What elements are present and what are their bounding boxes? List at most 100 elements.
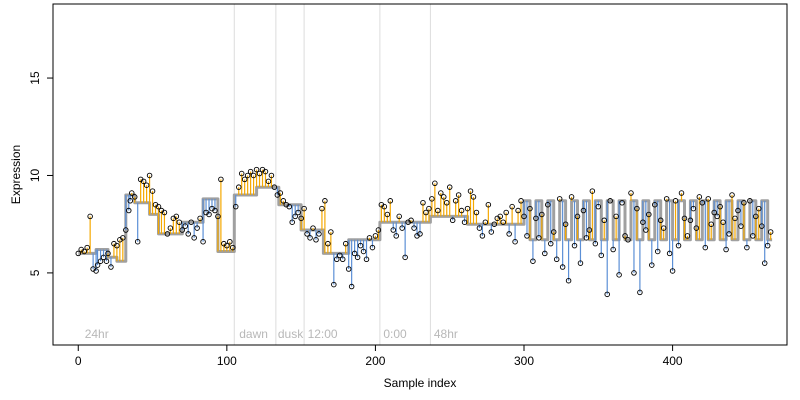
data-point xyxy=(628,190,634,196)
data-point xyxy=(711,209,717,216)
data-point xyxy=(390,227,397,233)
data-point xyxy=(613,213,619,220)
data-point xyxy=(455,192,462,198)
data-point xyxy=(690,205,697,212)
data-point xyxy=(756,205,762,212)
data-point xyxy=(399,225,405,231)
data-point xyxy=(467,188,474,194)
data-point xyxy=(744,244,750,251)
data-point xyxy=(693,225,700,231)
data-point xyxy=(571,242,578,249)
data-point xyxy=(313,237,319,243)
data-point xyxy=(604,291,610,298)
data-point xyxy=(506,231,512,237)
data-point xyxy=(194,225,200,231)
data-point xyxy=(301,205,307,212)
data-point xyxy=(366,235,373,241)
data-point xyxy=(146,172,153,179)
region-label: 12:00 xyxy=(308,327,338,341)
data-point xyxy=(191,235,197,241)
data-point xyxy=(256,170,263,177)
data-point xyxy=(652,201,658,208)
data-point xyxy=(681,215,688,222)
x-tick-label: 0 xyxy=(75,354,82,368)
data-point xyxy=(705,196,712,202)
data-point xyxy=(143,182,150,188)
data-point xyxy=(200,238,206,245)
data-point xyxy=(149,188,156,194)
data-point xyxy=(277,190,284,196)
data-point xyxy=(134,238,141,245)
y-axis-title: Expression xyxy=(9,145,23,204)
x-tick-label: 100 xyxy=(217,354,237,368)
data-point xyxy=(304,231,310,237)
data-point xyxy=(363,256,370,263)
data-point xyxy=(708,221,714,227)
region-lines xyxy=(233,4,431,345)
data-point xyxy=(218,176,224,183)
data-point xyxy=(515,207,521,214)
data-point xyxy=(342,240,349,247)
data-point xyxy=(250,172,257,179)
data-point xyxy=(461,219,468,225)
data-point xyxy=(420,200,426,206)
data-point xyxy=(310,225,316,231)
data-point xyxy=(521,213,527,220)
data-point xyxy=(262,168,269,175)
region-label: 0:00 xyxy=(383,327,407,341)
data-point xyxy=(580,207,587,214)
data-point xyxy=(372,233,379,239)
data-point xyxy=(384,211,391,218)
data-point xyxy=(393,233,399,239)
data-point xyxy=(432,180,438,187)
data-point xyxy=(491,221,498,227)
data-point xyxy=(176,219,183,225)
data-point xyxy=(411,225,417,231)
data-point xyxy=(238,170,245,177)
data-point xyxy=(598,252,605,259)
data-point xyxy=(100,254,107,261)
data-point xyxy=(622,233,628,239)
data-point xyxy=(206,211,212,218)
data-point xyxy=(131,194,138,200)
y-tick-label: 5 xyxy=(28,269,42,276)
data-point xyxy=(738,223,744,229)
region-label: 48hr xyxy=(434,327,458,341)
data-point xyxy=(533,215,539,222)
data-point xyxy=(574,213,581,220)
data-point xyxy=(512,238,518,245)
x-tick-label: 200 xyxy=(365,354,385,368)
data-point xyxy=(699,200,706,206)
data-point xyxy=(672,198,679,204)
data-point xyxy=(339,256,346,263)
data-point xyxy=(164,231,171,237)
data-point xyxy=(616,272,622,278)
data-point xyxy=(197,215,203,222)
data-point xyxy=(307,235,313,241)
data-point xyxy=(592,240,599,247)
data-point xyxy=(224,242,230,249)
data-point xyxy=(562,221,569,227)
data-point xyxy=(568,194,575,200)
data-point xyxy=(741,200,747,206)
data-point xyxy=(550,229,557,235)
data-point xyxy=(458,207,465,214)
data-point xyxy=(637,289,643,296)
data-point xyxy=(723,246,729,253)
data-point xyxy=(319,205,325,212)
data-point xyxy=(464,205,471,212)
data-point xyxy=(417,231,423,237)
data-point xyxy=(265,178,272,185)
data-point xyxy=(322,198,328,204)
data-point xyxy=(747,198,753,204)
data-point xyxy=(295,209,301,216)
data-point xyxy=(470,194,477,200)
data-point xyxy=(298,215,304,222)
y-tick-label: 15 xyxy=(28,71,42,85)
x-axis-title: Sample index xyxy=(384,376,457,390)
data-point xyxy=(684,233,691,239)
data-point xyxy=(663,196,670,202)
data-point xyxy=(497,213,503,220)
data-point xyxy=(212,207,218,214)
data-point xyxy=(408,217,414,224)
